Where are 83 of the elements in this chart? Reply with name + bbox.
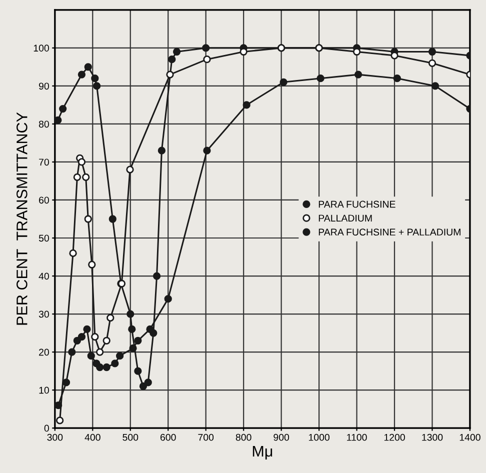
point — [164, 295, 172, 303]
point — [88, 260, 96, 268]
point — [152, 272, 161, 280]
point — [91, 333, 99, 341]
point — [146, 325, 154, 334]
point — [92, 82, 101, 90]
point — [158, 146, 166, 154]
x-tick-label: 800 — [236, 434, 252, 441]
y-tick-label: 30 — [38, 310, 49, 318]
point — [428, 59, 436, 67]
point — [96, 363, 104, 372]
y-tick-label: 20 — [39, 348, 49, 356]
y-tick-label: 0 — [44, 424, 49, 432]
point — [54, 116, 62, 124]
x-tick-label: 500 — [122, 434, 138, 441]
point — [116, 352, 124, 360]
point — [59, 104, 67, 113]
point — [69, 249, 77, 258]
y-tick-label: 50 — [38, 234, 49, 242]
point — [91, 74, 99, 82]
point — [108, 215, 116, 223]
y-tick-label: 70 — [39, 158, 49, 166]
point — [202, 44, 210, 52]
point — [62, 378, 70, 386]
x-tick-label: 700 — [198, 434, 214, 441]
y-tick-label: 90 — [39, 82, 49, 90]
x-tick-label: 400 — [84, 434, 100, 441]
x-axis-title: Mμ — [252, 446, 272, 460]
point — [354, 70, 362, 78]
legend-label: PARA FUCHSINE — [318, 200, 396, 208]
point — [78, 158, 86, 166]
y-tick-label: 40 — [38, 272, 49, 280]
point — [73, 336, 81, 344]
x-tick-label: 1100 — [347, 434, 367, 441]
y-tick-label: 80 — [38, 120, 49, 128]
y-tick-label: 100 — [34, 44, 49, 52]
x-tick-label: 300 — [47, 434, 63, 441]
legend-label: PARA FUCHSINE + PALLADIUM — [318, 228, 460, 236]
point — [144, 378, 152, 386]
point — [134, 336, 142, 344]
point — [172, 48, 181, 56]
point — [431, 82, 440, 90]
point — [166, 70, 174, 78]
x-tick-label: 1400 — [460, 434, 480, 441]
point — [316, 74, 324, 82]
point — [128, 325, 136, 334]
point — [78, 70, 86, 78]
point — [393, 74, 401, 82]
point — [68, 348, 76, 356]
y-tick-label: 60 — [39, 196, 49, 204]
point — [280, 78, 288, 86]
x-tick-label: 600 — [160, 434, 176, 441]
x-tick-label: 1300 — [422, 434, 443, 441]
point — [428, 48, 436, 56]
y-axis-title: PER CENT TRANSMITTANCY — [16, 112, 28, 325]
point — [106, 314, 114, 322]
point — [54, 401, 62, 410]
point — [129, 344, 137, 352]
x-tick-label: 1000 — [308, 434, 330, 441]
point — [139, 382, 148, 390]
point — [126, 310, 134, 318]
y-tick-label: 10 — [39, 386, 49, 394]
point — [168, 56, 176, 64]
point — [111, 360, 119, 368]
point — [78, 333, 86, 341]
point — [96, 348, 104, 356]
point — [73, 173, 81, 182]
point — [83, 325, 91, 334]
point — [203, 146, 211, 154]
point — [84, 63, 92, 71]
x-tick-label: 900 — [274, 434, 290, 441]
point — [102, 363, 110, 372]
point — [242, 101, 250, 109]
point — [102, 336, 110, 344]
point — [87, 352, 95, 360]
point — [56, 416, 64, 424]
legend-label: PALLADIUM — [318, 214, 372, 222]
point — [84, 215, 92, 223]
point — [82, 173, 90, 182]
point — [203, 56, 211, 64]
point — [126, 166, 134, 174]
point — [134, 367, 142, 375]
x-tick-label: 1200 — [384, 434, 405, 441]
